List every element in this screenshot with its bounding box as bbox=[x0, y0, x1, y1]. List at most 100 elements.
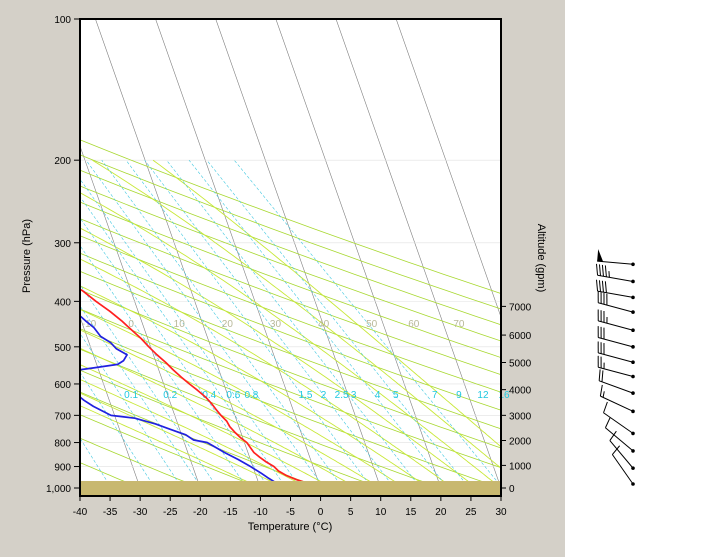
mixing-ratio-line bbox=[80, 217, 270, 489]
moist-adiabat-line bbox=[80, 392, 285, 489]
pressure-tick-label: 600 bbox=[54, 380, 71, 391]
mixing-ratio-label: 0.6 bbox=[226, 390, 240, 401]
altitude-tick-label: 3000 bbox=[509, 411, 532, 422]
altitude-tick-label: 7000 bbox=[509, 302, 532, 313]
dry-adiabat-line bbox=[80, 252, 501, 411]
mixing-ratio-label: 7 bbox=[432, 390, 438, 401]
dry-adiabat-line bbox=[80, 201, 501, 359]
wind-barb bbox=[597, 291, 635, 314]
dry-adiabat-label: 10 bbox=[174, 319, 186, 330]
skew-t-chart: -10 0 10 20 30 40 50 60 70 0.1 0.2 0.4 0.6 0.8 1.5 2 2.… bbox=[0, 15, 547, 533]
dry-adiabat-line bbox=[80, 185, 501, 342]
pressure-tick-label: 300 bbox=[54, 239, 71, 250]
pressure-tick-label: 800 bbox=[54, 439, 71, 450]
dry-adiabat-line bbox=[80, 462, 144, 489]
x-tick-label: -15 bbox=[223, 507, 238, 518]
mixing-ratio-label: 1.5 bbox=[299, 390, 313, 401]
altitude-tick-label: 6000 bbox=[509, 331, 532, 342]
moist-adiabat-line bbox=[80, 378, 309, 489]
mixing-ratio-line bbox=[80, 371, 156, 489]
mixing-ratio-line bbox=[125, 160, 373, 489]
wind-barb bbox=[597, 355, 635, 379]
wind-barb bbox=[611, 445, 635, 486]
x-tick-label: 30 bbox=[495, 507, 507, 518]
x-tick-label: -30 bbox=[133, 507, 148, 518]
moist-adiabat-line bbox=[80, 258, 454, 489]
wind-barb bbox=[596, 279, 635, 300]
x-tick-label: -25 bbox=[163, 507, 178, 518]
wind-barb bbox=[597, 309, 635, 333]
x-tick-label: -40 bbox=[73, 507, 88, 518]
x-tick-label: 10 bbox=[375, 507, 387, 518]
wind-barb bbox=[597, 249, 635, 267]
dry-adiabat-line bbox=[80, 235, 501, 393]
mixing-ratio-line bbox=[80, 178, 302, 489]
x-tick-label: -20 bbox=[193, 507, 208, 518]
altitude-axis-title: Altitude (gpm) bbox=[535, 224, 547, 292]
diagram-grid-lines bbox=[0, 19, 501, 489]
wind-barb bbox=[597, 326, 635, 349]
altitude-tick-label: 0 bbox=[509, 484, 515, 495]
dry-adiabat-line bbox=[80, 348, 445, 489]
altitude-tick-label: 5000 bbox=[509, 358, 532, 369]
x-tick-label: 0 bbox=[318, 507, 324, 518]
dry-adiabat-line bbox=[80, 289, 501, 449]
mixing-ratio-label: 0.1 bbox=[124, 390, 138, 401]
dry-adiabat-label: 30 bbox=[270, 319, 282, 330]
mixing-ratio-label: 4 bbox=[375, 390, 381, 401]
pressure-tick-label: 500 bbox=[54, 343, 71, 354]
mixing-ratio-label: 16 bbox=[498, 390, 510, 401]
mixing-ratio-line bbox=[80, 245, 248, 489]
dewpoint-profile bbox=[80, 314, 287, 489]
mixing-ratio-line bbox=[101, 160, 344, 489]
isotherm-line bbox=[80, 145, 201, 489]
dry-adiabat-line bbox=[80, 391, 325, 489]
axes: -40 -35 -30 -25 -20 -15 -10 -5 0 5 10 15 20 25 3010020… bbox=[46, 15, 532, 518]
dry-adiabat-label: 40 bbox=[318, 319, 330, 330]
moist-adiabat-line bbox=[80, 308, 406, 489]
moist-adiabat-line bbox=[80, 329, 381, 489]
mixing-ratio-label: 3 bbox=[351, 390, 357, 401]
isotherm-line bbox=[275, 19, 442, 489]
wind-barb bbox=[597, 341, 635, 365]
dry-adiabat-line bbox=[80, 369, 385, 489]
dry-adiabat-line bbox=[80, 169, 501, 326]
pressure-tick-label: 200 bbox=[54, 156, 71, 167]
mixing-ratio-label: 12 bbox=[477, 390, 489, 401]
isotherm-line bbox=[80, 316, 141, 489]
isotherm-line bbox=[155, 19, 321, 489]
mixing-ratio-line bbox=[85, 160, 325, 489]
mixing-ratio-label: 2 bbox=[321, 390, 327, 401]
wind-barb bbox=[598, 369, 635, 395]
moist-adiabat-line bbox=[80, 192, 501, 489]
mixing-ratio-line bbox=[234, 159, 501, 487]
x-tick-label: -10 bbox=[253, 507, 268, 518]
x-tick-label: -35 bbox=[103, 507, 118, 518]
isotherm-line bbox=[0, 19, 20, 488]
pressure-tick-label: 100 bbox=[54, 15, 71, 26]
x-tick-label: -5 bbox=[286, 507, 295, 518]
pressure-tick-label: 900 bbox=[54, 463, 71, 474]
mixing-ratio-label: 2.5 bbox=[335, 390, 349, 401]
x-tick-label: 15 bbox=[405, 507, 417, 518]
x-tick-label: 25 bbox=[465, 507, 477, 518]
wind-barb bbox=[609, 430, 635, 470]
moist-adiabat-line bbox=[80, 227, 478, 489]
pressure-tick-label: 700 bbox=[54, 411, 71, 422]
sounding-profiles bbox=[80, 288, 324, 489]
dry-adiabat-line bbox=[80, 308, 501, 469]
y-axis-title: Pressure (hPa) bbox=[21, 219, 33, 293]
wind-barb bbox=[604, 417, 635, 453]
dry-adiabat-line bbox=[80, 437, 204, 489]
mixing-ratio-label: 9 bbox=[456, 390, 462, 401]
dry-adiabat-label: 0 bbox=[128, 319, 134, 330]
mixing-ratio-label: 0.4 bbox=[202, 390, 216, 401]
isotherm-line bbox=[95, 19, 261, 489]
mixing-ratio-label: 0.8 bbox=[244, 390, 258, 401]
mixing-ratio-label: 0.2 bbox=[163, 390, 177, 401]
x-tick-label: 5 bbox=[348, 507, 354, 518]
mixing-ratio-label: 5 bbox=[393, 390, 399, 401]
moist-adiabat-line bbox=[80, 285, 430, 489]
wind-barbs bbox=[596, 249, 635, 486]
mixing-ratio-line bbox=[80, 305, 203, 489]
